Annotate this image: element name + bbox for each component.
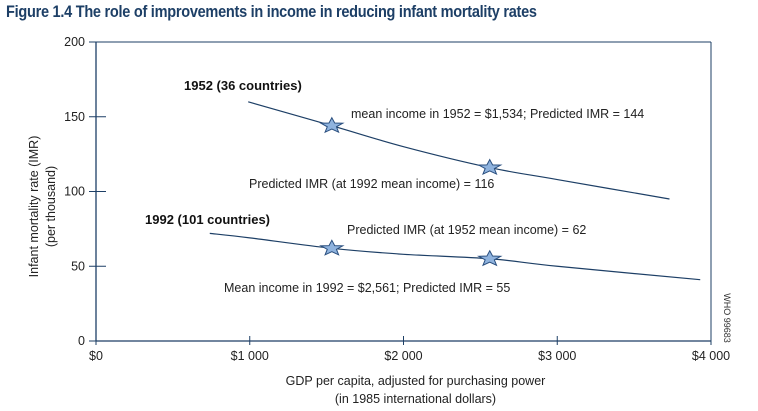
x-tick-label: $4 000 (692, 349, 730, 363)
star-marker (476, 249, 503, 267)
annotation-1952-predicted: Predicted IMR (at 1992 mean income) = 11… (249, 177, 494, 191)
markers (319, 116, 503, 267)
chart-title: Figure 1.4 The role of improvements in i… (6, 3, 537, 21)
x-tick-label: $2 000 (384, 349, 422, 363)
star-marker (319, 239, 345, 256)
y-tick-label: 0 (78, 334, 85, 348)
y-axis-title-sub: (per thousand) (44, 166, 58, 247)
star-marker (476, 158, 503, 176)
x-tick-label: $3 000 (538, 349, 576, 363)
y-tick-label: 200 (64, 35, 85, 49)
credit-label: WHO 99683 (722, 293, 732, 343)
y-axis-title: Infant mortality rate (IMR) (27, 136, 41, 278)
axes: 0 50 100 150 200 $0 $1 000 $2 000 $3 000 $4 000 GD… (27, 35, 730, 406)
y-tick-label: 100 (64, 185, 85, 199)
star-marker (319, 116, 345, 134)
annotation-1952-mean: mean income in 1952 = $1,534; Predicted … (351, 107, 644, 121)
x-tick-label: $1 000 (231, 349, 269, 363)
series-line-1992 (209, 232, 701, 281)
labels: 1952 (36 countries) 1992 (101 countries) m… (145, 78, 732, 343)
annotation-1992-mean: Mean income in 1992 = $2,561; Predicted … (224, 281, 510, 295)
series-label-1992: 1992 (101 countries) (145, 212, 270, 227)
y-tick-label: 150 (64, 110, 85, 124)
x-axis-title-sub: (in 1985 international dollars) (335, 392, 496, 406)
annotation-1992-predicted: Predicted IMR (at 1952 mean income) = 62 (347, 223, 586, 237)
series-label-1952: 1952 (36 countries) (184, 78, 302, 93)
x-tick-label: $0 (89, 349, 103, 363)
x-axis-title: GDP per capita, adjusted for purchasing … (286, 374, 546, 388)
y-tick-label: 50 (71, 259, 85, 273)
